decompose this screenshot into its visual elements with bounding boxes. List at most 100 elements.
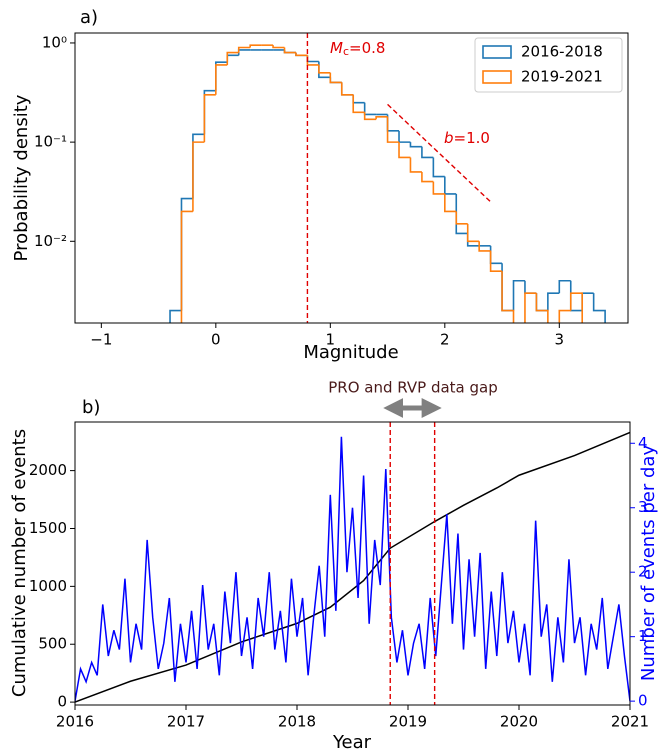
x-tick-label: 2018 — [278, 713, 316, 731]
y2-tick-label: 1 — [638, 627, 648, 645]
histogram-step — [192, 141, 205, 212]
histogram-step — [535, 293, 549, 323]
y2-axis-label: Number of events per day — [638, 445, 659, 682]
histogram-step — [318, 64, 331, 74]
histogram-step — [489, 245, 503, 265]
x-tick-label: 2019 — [389, 713, 427, 731]
mc-symbol: M — [330, 39, 343, 57]
b-annotation: b=1.0 — [444, 129, 490, 147]
legend-swatch — [482, 70, 512, 84]
histogram-step — [352, 94, 365, 104]
histogram-step — [340, 82, 354, 96]
legend-swatch — [482, 45, 512, 59]
histogram-step — [249, 44, 262, 48]
histogram-step — [455, 193, 468, 235]
histogram-step — [226, 51, 239, 65]
y-tick-label: 2000 — [29, 461, 67, 479]
histogram-step — [501, 263, 514, 312]
histogram-step — [409, 142, 422, 148]
y-tick-label: 0 — [57, 693, 67, 711]
x-tick-label: 0 — [211, 331, 221, 349]
y-tick-label: 1500 — [29, 519, 67, 537]
histogram-step — [421, 146, 434, 159]
histogram-step — [444, 176, 457, 195]
x-tick-label: 2020 — [500, 713, 538, 731]
histogram-step — [306, 55, 319, 66]
histogram-step — [547, 292, 560, 311]
histogram-step — [272, 45, 285, 49]
histogram-step — [340, 82, 354, 96]
histogram-step — [558, 279, 571, 294]
histogram-step — [180, 210, 193, 323]
histogram-step — [363, 102, 377, 116]
y-tick-label: 10⁻² — [34, 232, 67, 250]
panel-label: a) — [80, 7, 98, 28]
x-tick-label: 2021 — [611, 713, 649, 731]
y-tick-label: 1000 — [29, 577, 67, 595]
histogram-step — [581, 292, 594, 311]
histogram-step — [237, 49, 251, 56]
histogram-step — [237, 46, 251, 53]
histogram-step — [203, 94, 216, 143]
x-axis-label: Year — [332, 732, 372, 751]
histogram-step — [398, 142, 411, 159]
y2-tick-label: 2 — [638, 563, 648, 581]
histogram-step — [329, 72, 342, 84]
y2-tick-label: 0 — [638, 692, 648, 710]
y-tick-label: 10⁻¹ — [34, 133, 67, 151]
histogram-step — [535, 293, 548, 312]
histogram-step — [524, 292, 537, 323]
mc-subscript: c — [343, 45, 349, 58]
b-text: =1.0 — [454, 129, 490, 147]
y-tick-label: 500 — [38, 635, 67, 653]
x-tick-label: −1 — [90, 331, 112, 349]
data-line — [75, 436, 630, 702]
mc-text: =0.8 — [349, 39, 385, 57]
x-axis-label: Magnitude — [303, 342, 398, 363]
data-line — [75, 431, 630, 703]
histogram-step — [226, 54, 239, 63]
x-tick-label: 2017 — [167, 713, 205, 731]
b-symbol: b — [444, 129, 454, 147]
histogram-step — [489, 250, 503, 272]
x-tick-label: 2016 — [56, 713, 94, 731]
histogram-step — [592, 293, 606, 323]
histogram-step — [524, 280, 537, 294]
histogram-step — [352, 94, 365, 114]
histogram-step — [398, 130, 411, 143]
histogram-step — [283, 47, 296, 54]
y2-tick-label: 4 — [638, 434, 648, 452]
legend-label: 2016-2018 — [521, 43, 603, 61]
plot-frame — [74, 421, 631, 706]
histogram-step — [558, 309, 571, 323]
histogram-step — [375, 116, 388, 120]
legend-label: 2019-2021 — [521, 68, 603, 86]
histogram-step — [466, 233, 480, 247]
histogram-step — [455, 211, 468, 225]
histogram-step — [363, 112, 377, 121]
histogram-step — [306, 55, 319, 63]
plot-area — [75, 431, 630, 703]
histogram-step — [432, 181, 445, 195]
plot-frame — [74, 32, 629, 324]
panel-label: b) — [82, 397, 100, 418]
x-tick-label: 3 — [555, 331, 565, 349]
y-tick-label: 10⁰ — [42, 33, 67, 51]
histogram-step — [192, 133, 205, 199]
histogram-step — [501, 271, 515, 323]
x-tick-label: 1 — [326, 331, 336, 349]
histogram-step — [569, 280, 583, 312]
histogram-step — [444, 193, 457, 213]
histogram-step — [318, 61, 331, 79]
histogram-step — [478, 241, 491, 252]
x-tick-label: 2 — [440, 331, 450, 349]
gap-label: PRO and RVP data gap — [328, 379, 498, 397]
histogram-step — [215, 64, 228, 95]
histogram-step — [169, 309, 182, 323]
histogram-step — [512, 279, 525, 311]
y-axis-label: Probability density — [11, 94, 32, 261]
histogram-step — [295, 52, 308, 57]
mc-annotation: Mc=0.8 — [330, 39, 385, 59]
histogram-step — [386, 116, 400, 143]
